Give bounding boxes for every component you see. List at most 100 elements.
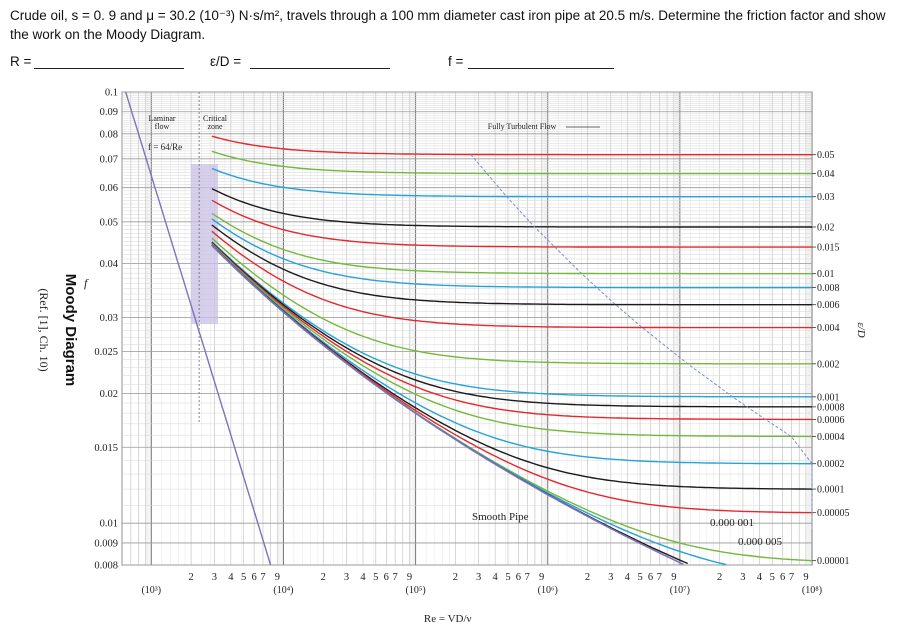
x-tick-label: 4 [625,572,631,583]
x-tick-label: 2 [321,572,326,583]
roughness-curve [211,212,812,275]
x-tick-label: 5 [637,572,642,583]
x-tick-label: 3 [212,572,217,583]
critical-label-2: zone [207,122,223,131]
fully-turbulent-boundary [470,154,813,529]
x-tick-label: 7 [657,572,662,583]
roughness-label: 0.00001 [817,556,850,567]
friction-factor-answer-blank[interactable] [468,68,614,69]
friction-factor-answer-label: f = [448,54,464,69]
x-tick-label: 4 [493,572,499,583]
y-tick-label: 0.05 [100,217,118,228]
x-tick-label: 2 [453,572,458,583]
y-tick-label: 0.009 [94,538,118,549]
rel-roughness-answer-blank[interactable] [250,68,390,69]
laminar-equation: f = 64/Re [148,142,182,152]
roughness-label: 0.015 [817,243,840,254]
rel-roughness-answer-label: ε/D = [210,54,242,69]
smooth-pipe-label: Smooth Pipe [472,511,529,523]
roughness-label: 0.05 [817,150,835,161]
roughness-curve [211,167,812,198]
x-tick-label: 3 [344,572,349,583]
roughness-curve [211,150,812,175]
y-tick-label: 0.02 [100,389,118,400]
y-tick-label: 0.07 [100,154,118,165]
y-tick-label: 0.03 [100,313,118,324]
chart-grid [121,91,813,566]
rel-roughness-0.000005-label: 0.000 005 [738,536,783,548]
x-tick-label: 6 [780,572,785,583]
x-tick-label: 9 [275,572,280,583]
x-tick-label: 9 [407,572,412,583]
x-tick-label: 3 [608,572,613,583]
roughness-curve [211,242,812,421]
chart-reference: (Ref. [1], Ch. 10) [37,288,51,371]
x-tick-label: 2 [188,572,193,583]
x-tick-label: 9 [671,572,676,583]
reynolds-answer-blank[interactable] [34,68,184,69]
x-tick-label: 7 [392,572,397,583]
roughness-label: 0.002 [817,359,840,370]
plot-area [121,91,813,566]
x-tick-label: 7 [525,572,530,583]
x-decade-label: (10⁷) [670,585,690,596]
roughness-label: 0.04 [817,169,835,180]
reynolds-answer-label: R = [10,54,32,69]
roughness-label: 0.001 [817,392,840,403]
laminar-label: Laminar [148,114,175,123]
y-tick-label: 0.04 [100,259,119,270]
problem-line-2: the work on the Moody Diagram. [10,27,206,42]
roughness-curve [211,241,812,408]
x-decade-label: (10³) [141,585,161,596]
x-tick-label: 4 [757,572,763,583]
roughness-curve [211,244,812,465]
roughness-curves [125,91,816,566]
laminar-label-2: flow [155,122,170,131]
y-tick-label: 0.09 [100,107,118,118]
roughness-curve [211,237,812,365]
x-tick-label: 5 [770,572,775,583]
roughness-label: 0.004 [817,323,840,334]
x-tick-label: 5 [373,572,378,583]
chart-title: Moody Diagram [62,274,79,387]
x-tick-label: 9 [803,572,808,583]
smooth-pipe-curve [211,244,684,566]
roughness-curve [211,241,812,398]
rel-roughness-0.000001-label: 0.000 001 [710,517,754,529]
roughness-curve [211,230,812,329]
x-tick-label: 7 [789,572,794,583]
y-tick-label: 0.08 [100,129,118,140]
roughness-label: 0.0001 [817,485,845,496]
y-tick-label: 0.1 [105,88,118,99]
x-tick-label: 5 [505,572,510,583]
y-tick-label: 0.008 [94,561,118,572]
roughness-curve [211,188,812,228]
fully-turbulent-label: Fully Turbulent Flow [488,122,557,131]
x-tick-label: 2 [717,572,722,583]
x-tick-label: 4 [360,572,366,583]
chart-labels: 0.10.090.080.070.060.050.040.030.0250.02… [37,88,867,626]
x-tick-label: 3 [476,572,481,583]
laminar-line [125,91,272,566]
roughness-label: 0.0004 [817,432,845,443]
roughness-label: 0.00005 [817,508,850,519]
roughness-label: 0.01 [817,269,835,280]
roughness-curve [211,135,812,156]
x-tick-label: 2 [585,572,590,583]
x-tick-label: 5 [241,572,246,583]
x-tick-label: 6 [384,572,389,583]
x-decade-label: (10⁶) [538,585,558,596]
roughness-curve [211,218,812,289]
y-axis-label: f [84,276,89,290]
x-tick-label: 6 [516,572,521,583]
answer-row: R = ε/D = f = [10,54,890,74]
x-decade-label: (10⁸) [802,585,822,596]
roughness-label: 0.008 [817,283,840,294]
roughness-label: 0.006 [817,300,840,311]
roughness-label: 0.0006 [817,415,845,426]
y-tick-label: 0.025 [94,347,118,358]
problem-line-1: Crude oil, s = 0. 9 and μ = 30.2 (10⁻³) … [10,8,886,23]
roughness-label: 0.02 [817,222,835,233]
right-axis-label: ε/D [855,322,867,337]
